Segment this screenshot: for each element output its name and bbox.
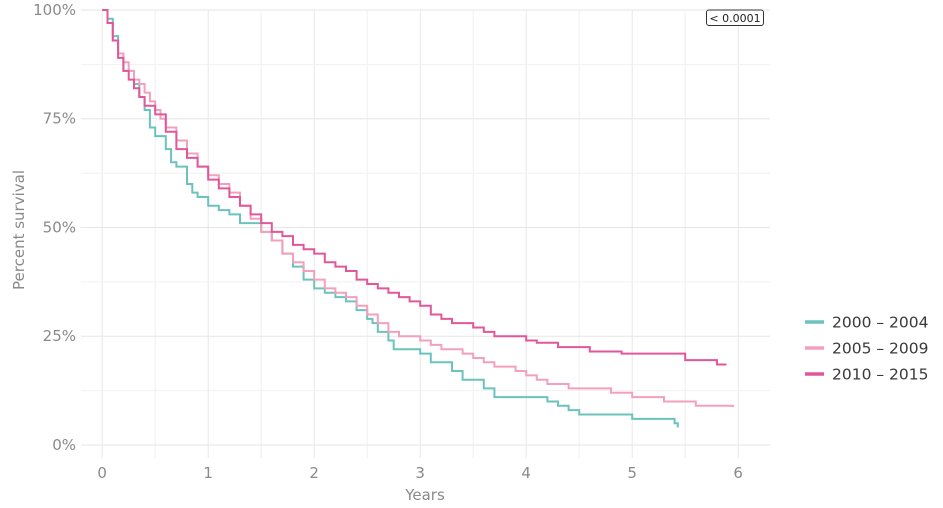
x-tick-label: 4	[521, 464, 531, 482]
y-tick-label: 25%	[43, 327, 76, 345]
legend-label: 2005 – 2009	[832, 340, 929, 358]
legend-label: 2010 – 2015	[832, 366, 929, 384]
survival-curve-series-2	[102, 9, 734, 408]
x-axis-title: Years	[404, 486, 445, 504]
y-tick-label: 100%	[33, 1, 76, 19]
p-value-annotation: < 0.0001	[706, 9, 764, 26]
legend-label: 2000 – 2004	[832, 314, 929, 332]
x-tick-label: 6	[733, 464, 743, 482]
legend: 2000 – 2004 2005 – 2009 2010 – 2015	[805, 314, 929, 384]
y-axis-title: Percent survival	[10, 170, 28, 290]
grid-layer	[81, 9, 770, 458]
y-tick-label: 0%	[52, 436, 76, 454]
survival-curve-series-3	[102, 9, 727, 366]
x-tick-label: 3	[415, 464, 425, 482]
p-value-box	[706, 9, 764, 26]
x-tick-label: 2	[309, 464, 319, 482]
x-tick-label: 0	[97, 464, 107, 482]
y-tick-label: 75%	[43, 110, 76, 128]
axis-layer: 0 1 2 3 4 5 6 0% 25% 50% 75% 100%	[33, 1, 743, 482]
x-tick-label: 5	[627, 464, 637, 482]
y-tick-label: 50%	[43, 218, 76, 236]
p-value-label: < 0.0001	[709, 12, 760, 25]
x-tick-label: 1	[203, 464, 213, 482]
plot-panel	[81, 10, 770, 458]
series-layer	[102, 9, 734, 428]
